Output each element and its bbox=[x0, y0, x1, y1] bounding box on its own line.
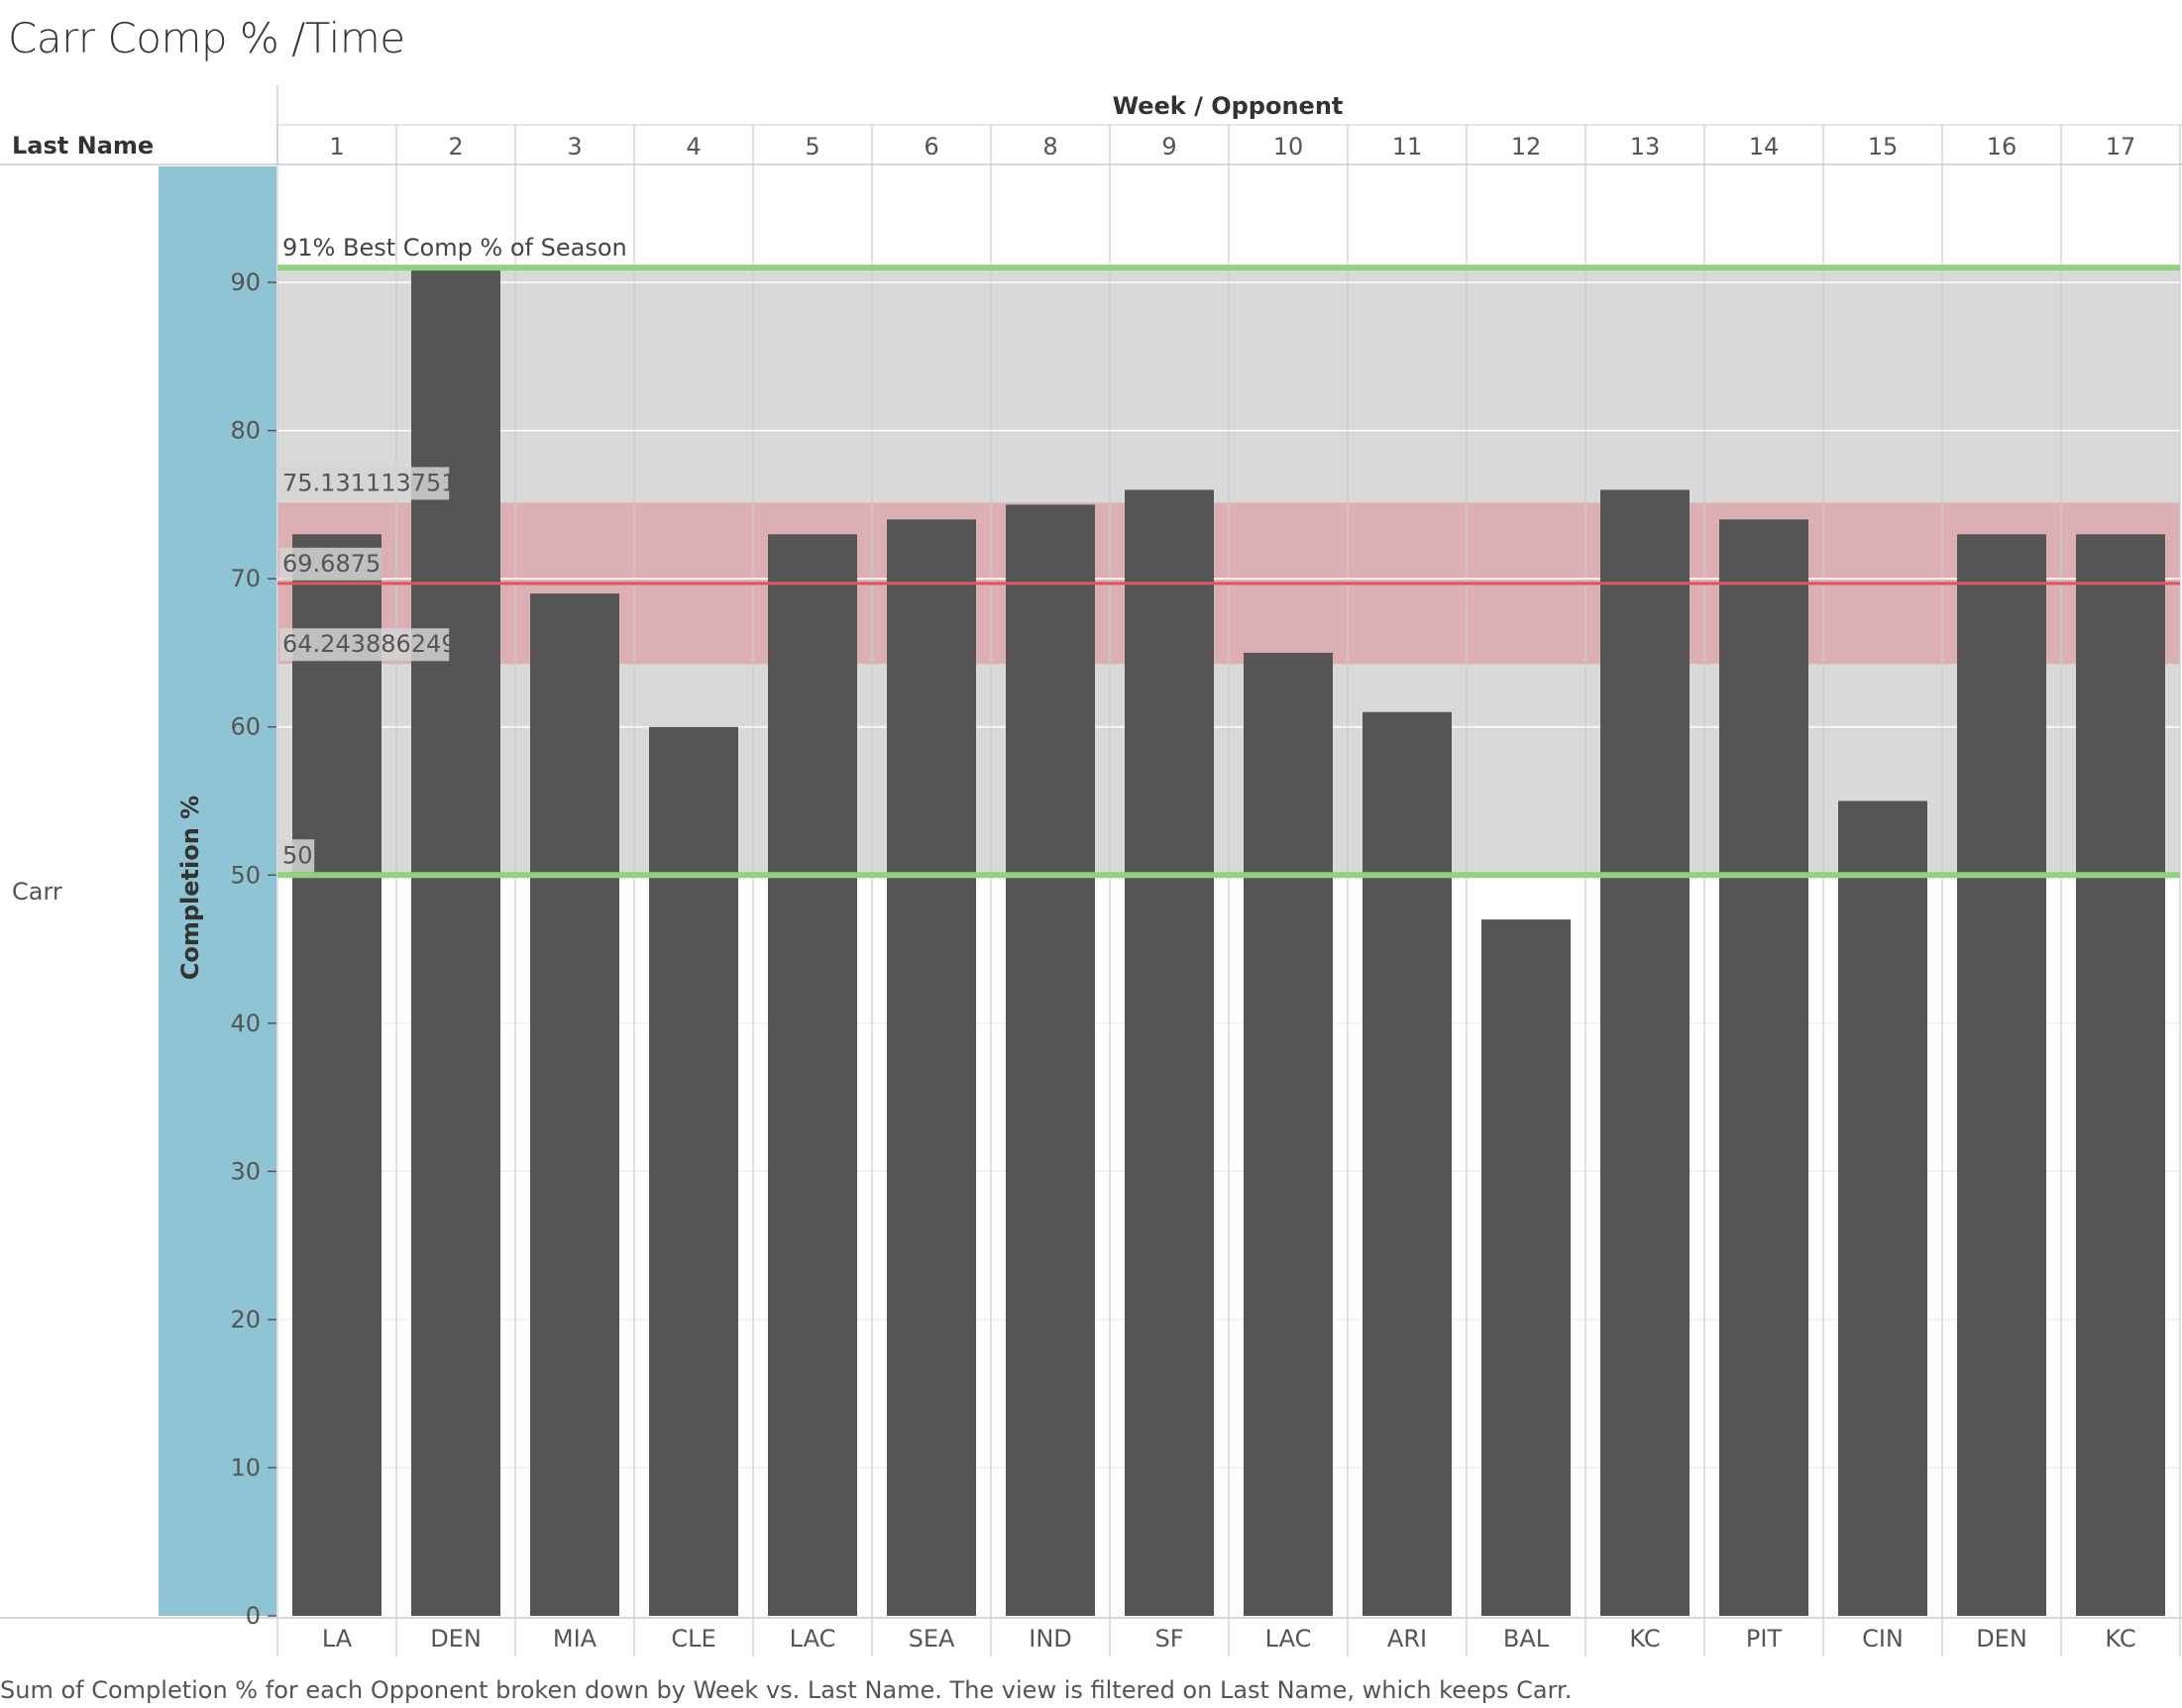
row-header-label: Last Name bbox=[12, 132, 154, 160]
bar[interactable] bbox=[649, 726, 738, 1616]
y-tick-label: 50 bbox=[230, 861, 261, 889]
week-label: 16 bbox=[1987, 133, 2018, 160]
reference-label: 91% Best Comp % of Season bbox=[282, 234, 627, 262]
x-axis-label: LAC bbox=[790, 1625, 836, 1653]
x-axis-label: DEN bbox=[1976, 1625, 2027, 1653]
week-labels: 1 2 3 4 5 6 8 9 10 11 12 13 14 15 16 17 bbox=[329, 133, 2135, 160]
week-label: 10 bbox=[1273, 133, 1304, 160]
reference-label-box bbox=[279, 547, 382, 581]
bar[interactable] bbox=[1719, 519, 1808, 1616]
y-tick-label: 10 bbox=[230, 1453, 261, 1481]
bar[interactable] bbox=[768, 534, 857, 1617]
reference-label-box bbox=[279, 839, 315, 873]
reference-label: 69.6875 bbox=[282, 550, 381, 578]
column-dividers bbox=[276, 125, 2181, 1656]
y-tick-label: 60 bbox=[230, 713, 261, 741]
week-label: 13 bbox=[1630, 133, 1661, 160]
bar[interactable] bbox=[1957, 534, 2046, 1617]
reference-label: 50 bbox=[282, 841, 313, 869]
x-axis-label: CIN bbox=[1862, 1625, 1904, 1653]
week-label: 6 bbox=[924, 133, 938, 160]
bar[interactable] bbox=[887, 519, 976, 1616]
week-label: 2 bbox=[448, 133, 463, 160]
bar[interactable] bbox=[1481, 919, 1571, 1616]
x-axis-label: MIA bbox=[553, 1625, 598, 1653]
week-label: 17 bbox=[2106, 133, 2136, 160]
y-tick-label: 90 bbox=[230, 268, 261, 296]
reference-lines bbox=[277, 265, 2180, 879]
x-axis-label: KC bbox=[2105, 1625, 2135, 1653]
y-axis-label: Completion % bbox=[176, 796, 204, 980]
week-label: 1 bbox=[329, 133, 344, 160]
week-label: 9 bbox=[1161, 133, 1176, 160]
reference-labels: 91% Best Comp % of Season 75.131113751 69.… bbox=[279, 234, 627, 873]
x-axis-labels: LA DEN MIA CLE LAC SEA IND SF LAC ARI BAL KC PIT CIN D… bbox=[322, 1625, 2136, 1653]
y-tick-label: 30 bbox=[230, 1157, 261, 1185]
week-label: 15 bbox=[1868, 133, 1899, 160]
week-label: 14 bbox=[1749, 133, 1780, 160]
week-label: 4 bbox=[686, 133, 701, 160]
week-label: 11 bbox=[1392, 133, 1423, 160]
week-label: 12 bbox=[1511, 133, 1542, 160]
x-axis-label: SF bbox=[1154, 1625, 1183, 1653]
column-group-label: Week / Opponent bbox=[1113, 92, 1344, 120]
x-axis-label: BAL bbox=[1503, 1625, 1550, 1653]
reference-label: 75.131113751 bbox=[282, 469, 457, 496]
caption: Sum of Completion % for each Opponent br… bbox=[0, 1676, 1573, 1704]
bar[interactable] bbox=[1244, 652, 1333, 1616]
week-label: 3 bbox=[567, 133, 582, 160]
x-axis-label: SEA bbox=[909, 1625, 955, 1653]
y-axis-strip bbox=[159, 166, 276, 1616]
bar[interactable] bbox=[292, 534, 382, 1617]
bar[interactable] bbox=[1125, 489, 1214, 1616]
reference-label-box bbox=[279, 628, 450, 662]
y-tick-label: 0 bbox=[246, 1602, 261, 1630]
bar[interactable] bbox=[1600, 489, 1690, 1616]
x-axis-label: ARI bbox=[1387, 1625, 1427, 1653]
reference-label: 64.243886249 bbox=[282, 630, 457, 658]
week-label: 8 bbox=[1042, 133, 1057, 160]
bar[interactable] bbox=[1363, 711, 1452, 1616]
x-axis-label: IND bbox=[1029, 1625, 1072, 1653]
reference-label-box bbox=[279, 467, 450, 500]
x-axis-label: LA bbox=[322, 1625, 353, 1653]
y-tick-label: 20 bbox=[230, 1306, 261, 1334]
bar[interactable] bbox=[2076, 534, 2165, 1617]
chart-title: Carr Comp % /Time bbox=[8, 14, 405, 62]
week-label: 5 bbox=[805, 133, 819, 160]
bar[interactable] bbox=[1838, 801, 1927, 1616]
x-axis-label: KC bbox=[1629, 1625, 1660, 1653]
y-tick-label: 80 bbox=[230, 417, 261, 445]
bar[interactable] bbox=[1006, 504, 1095, 1616]
x-axis-label: LAC bbox=[1265, 1625, 1312, 1653]
row-label: Carr bbox=[12, 878, 62, 906]
y-tick-label: 70 bbox=[230, 565, 261, 592]
x-axis-label: PIT bbox=[1746, 1625, 1783, 1653]
y-tick-label: 40 bbox=[230, 1010, 261, 1037]
bar[interactable] bbox=[530, 593, 619, 1616]
x-axis-label: CLE bbox=[671, 1625, 715, 1653]
x-axis-label: DEN bbox=[430, 1625, 482, 1653]
bars bbox=[292, 267, 2165, 1617]
y-axis-ticks: 0 10 20 30 40 50 60 70 80 90 bbox=[230, 268, 276, 1630]
